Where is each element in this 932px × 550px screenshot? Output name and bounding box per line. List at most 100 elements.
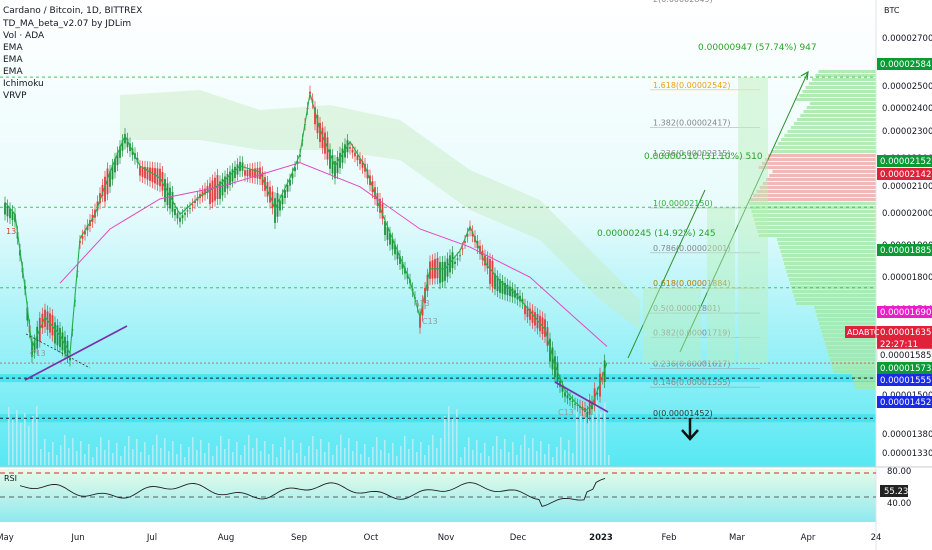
volume-bar [576, 403, 578, 465]
candle-body [456, 258, 459, 260]
volume-bar [420, 442, 422, 465]
volume-profile-bar [772, 170, 876, 173]
candle-body [534, 312, 536, 326]
candle-body [481, 250, 484, 260]
td-label: C13 [422, 317, 438, 326]
candle-body [549, 338, 551, 362]
candle-body [466, 233, 469, 237]
price-tag-label: 0.00001573 [880, 364, 931, 374]
volume-bar [80, 441, 82, 465]
x-tick-label: 24 [871, 533, 882, 543]
candle-body [449, 255, 451, 273]
candle-body [571, 400, 574, 402]
candle-body [506, 284, 509, 296]
volume-bar [28, 426, 30, 465]
price-tag [877, 338, 932, 350]
candle-body [361, 161, 364, 168]
volume-bar [536, 451, 538, 465]
volume-bar [544, 454, 546, 465]
volume-profile-bar [758, 166, 876, 169]
price-tag-label: 0.00001585 [880, 351, 931, 361]
candle-body [386, 226, 389, 240]
volume-bar [360, 454, 362, 465]
candle-body [496, 276, 499, 292]
td-ma-line [4, 93, 608, 412]
volume-bar [272, 444, 274, 465]
volume-profile-bar [792, 290, 876, 293]
volume-bar [56, 455, 58, 465]
price-tag [877, 306, 932, 318]
volume-bar [336, 445, 338, 465]
volume-bar [596, 399, 598, 465]
candle-body [124, 133, 126, 144]
candle-body [354, 152, 356, 157]
fib-level-label: 1.382(0.00002417) [653, 118, 731, 127]
candle-body [436, 257, 439, 279]
volume-bar [564, 450, 566, 465]
y-tick-label: 0.00002700 [882, 34, 932, 44]
candle-body [321, 127, 324, 148]
candle-body [536, 313, 539, 329]
volume-profile-bar [753, 194, 876, 197]
candle-body [194, 200, 196, 204]
volume-bar [572, 453, 574, 465]
candle-body [291, 173, 294, 179]
candle-body [319, 122, 321, 142]
x-tick-label: Jun [70, 533, 84, 543]
volume-bar [104, 450, 106, 465]
indicator-label: EMA [3, 67, 23, 77]
volume-bar [160, 448, 162, 465]
candle-body [459, 255, 461, 257]
price-tag [877, 374, 932, 386]
projection-arrow [679, 71, 809, 353]
price-tag-label: 0.00002584 [880, 60, 931, 70]
price-tag [877, 168, 932, 180]
volume-bar [20, 423, 22, 465]
target-label: 0.00000947 (57.74%) 947 [698, 43, 817, 53]
volume-bar [124, 446, 126, 465]
rsi-label: RSI [4, 474, 17, 483]
candle-body [54, 322, 56, 344]
volume-bar [176, 454, 178, 465]
price-axis-background [876, 0, 932, 550]
volume-bar [476, 440, 478, 465]
volume-bar [100, 437, 102, 465]
volume-profile-bar [781, 254, 876, 257]
volume-bar [348, 438, 350, 465]
candle-body [419, 314, 421, 328]
candle-body [254, 168, 256, 178]
volume-bar [52, 442, 54, 465]
volume-bar [556, 447, 558, 465]
candle-body [214, 177, 216, 201]
volume-bar [232, 452, 234, 465]
candle-body [359, 158, 361, 164]
candle-body [431, 260, 434, 279]
candle-body [84, 230, 86, 235]
volume-bar [24, 413, 26, 465]
volume-bar [236, 442, 238, 465]
volume-bar [208, 443, 210, 465]
volume-bar [424, 455, 426, 465]
candle-body [454, 261, 456, 264]
volume-bar [308, 446, 310, 465]
candle-body [41, 313, 44, 328]
price-tag [877, 244, 932, 256]
candle-body [4, 202, 6, 215]
candle-body [139, 166, 141, 176]
candle-body [104, 176, 106, 202]
volume-bar [44, 439, 46, 465]
volume-bar [92, 457, 94, 465]
volume-profile-bar [806, 106, 876, 109]
candle-body [101, 184, 104, 197]
volume-profile-bar [852, 378, 876, 381]
volume-profile-bar [790, 126, 876, 129]
candle-body [489, 259, 491, 284]
candle-body [141, 166, 144, 177]
volume-profile-bar [750, 198, 876, 201]
x-tick-label: Oct [364, 533, 379, 543]
fib-level-label: 1.236(0.00002315) [653, 149, 731, 158]
down-arrow-head [681, 429, 699, 441]
candle-body [486, 257, 489, 269]
volume-bar [184, 457, 186, 465]
